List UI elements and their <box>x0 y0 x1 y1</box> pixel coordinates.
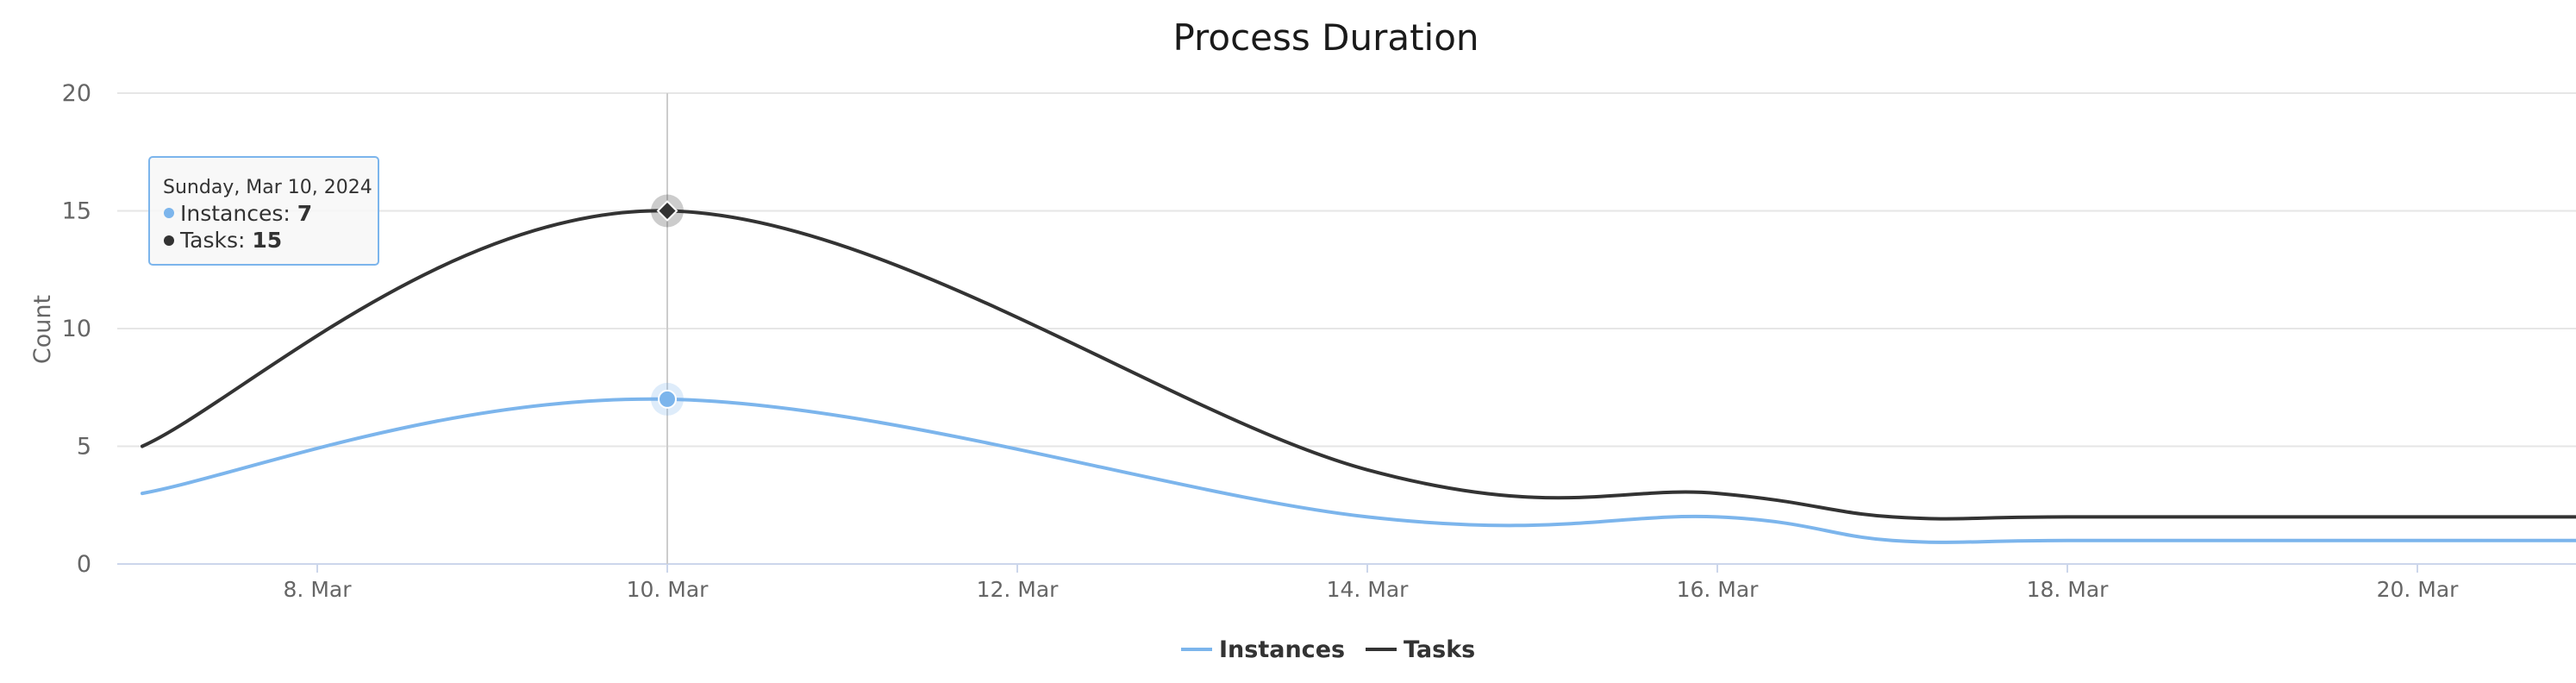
tooltip-date: Sunday, Mar 10, 2024 <box>163 177 372 198</box>
x-tick-label: 20. Mar <box>2377 577 2460 602</box>
x-tick-label: 8. Mar <box>284 577 353 602</box>
x-axis: 8. Mar 10. Mar 12. Mar 14. Mar 16. Mar 18. Ma… <box>284 564 2460 602</box>
tooltip-instances-line: Instances: 7 <box>180 201 312 226</box>
tooltip-tasks-line: Tasks: 15 <box>179 228 282 253</box>
legend-tasks-label: Tasks <box>1404 636 1475 663</box>
y-axis-label: Count <box>29 295 56 364</box>
series-line-instances <box>141 397 2576 544</box>
hover-marker-instances <box>658 389 677 409</box>
chart-title: Process Duration <box>1172 16 1479 59</box>
legend: Instances Tasks <box>1181 636 1475 663</box>
tooltip-tasks-label: Tasks <box>179 228 238 253</box>
y-tick-label: 15 <box>62 198 91 225</box>
hover-marker-tasks <box>656 200 678 222</box>
x-tick-label: 18. Mar <box>2027 577 2110 602</box>
hover-markers <box>651 194 684 416</box>
series-group <box>141 209 2576 544</box>
tooltip-tasks-value: 15 <box>252 228 282 253</box>
y-tick-label: 5 <box>77 434 91 461</box>
tooltip-instances-value: 7 <box>297 201 312 226</box>
y-tick-label: 0 <box>77 551 91 578</box>
legend-instances-label: Instances <box>1219 636 1345 663</box>
tooltip-instances-dot <box>164 208 174 218</box>
series-line-tasks <box>141 209 2576 521</box>
tooltip-instances-label: Instances <box>180 201 283 226</box>
x-tick-label: 10. Mar <box>627 577 710 602</box>
x-tick-label: 14. Mar <box>1327 577 1410 602</box>
x-tick-label: 16. Mar <box>1677 577 1760 602</box>
legend-item-instances[interactable]: Instances <box>1181 636 1345 663</box>
y-tick-label: 20 <box>62 80 91 107</box>
y-axis: 0 5 10 15 20 <box>62 80 91 578</box>
x-tick-label: 12. Mar <box>977 577 1060 602</box>
tooltip-box <box>148 156 379 266</box>
tooltip: Sunday, Mar 10, 2024 Instances: 7 Tasks:… <box>148 156 379 266</box>
legend-item-tasks[interactable]: Tasks <box>1366 636 1475 663</box>
grid-lines <box>117 92 2576 565</box>
tooltip-tasks-dot <box>164 235 174 246</box>
y-tick-label: 10 <box>62 316 91 342</box>
